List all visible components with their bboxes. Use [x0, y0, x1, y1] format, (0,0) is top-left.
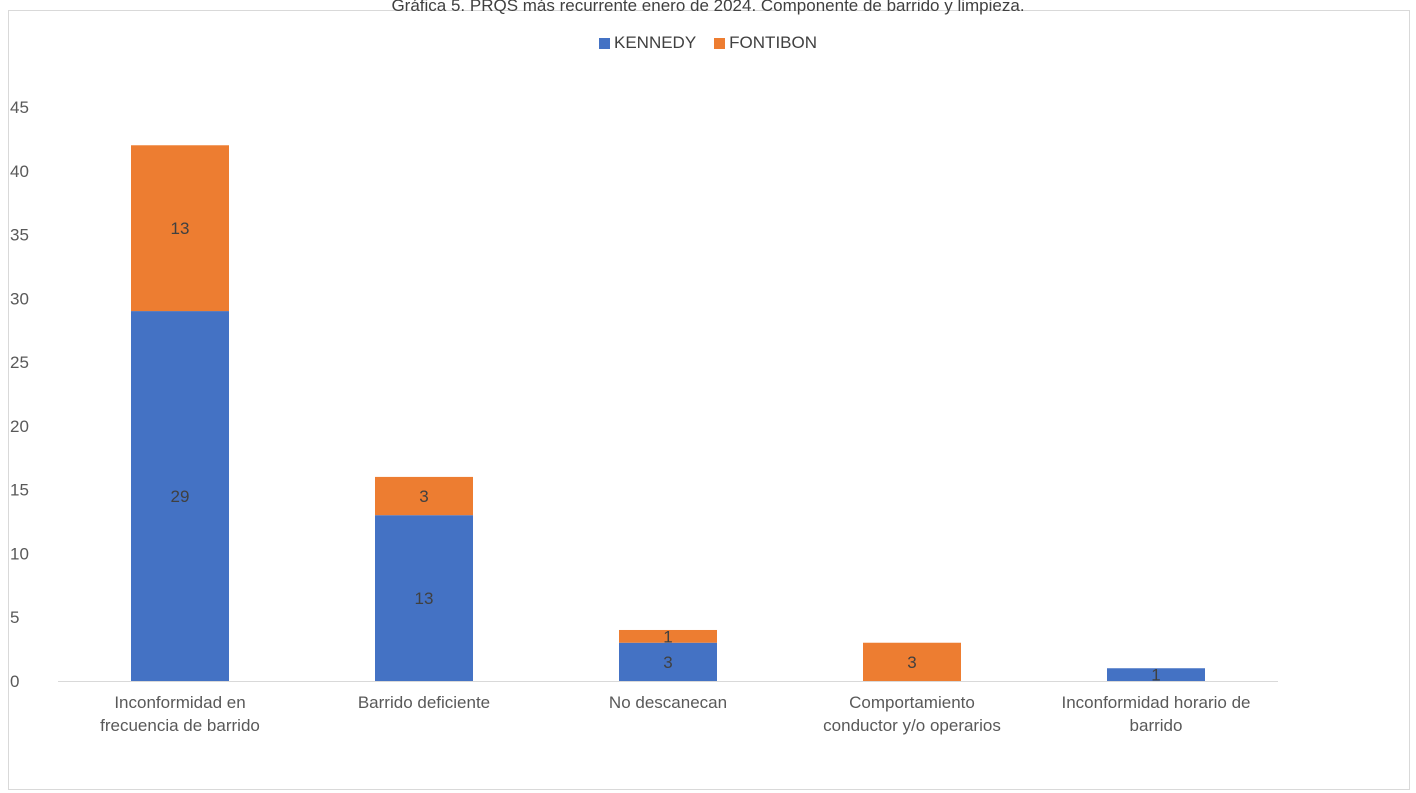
bar-fontibon: [863, 642, 961, 681]
data-label: 3: [663, 653, 672, 672]
x-tick-label: frecuencia de barrido: [100, 716, 260, 735]
y-tick-label: 0: [10, 672, 19, 691]
data-label: 1: [663, 627, 672, 646]
y-tick-label: 25: [10, 353, 29, 372]
x-tick-label: barrido: [1130, 716, 1183, 735]
data-label: 3: [907, 653, 916, 672]
x-tick-label: conductor y/o operarios: [823, 716, 1001, 735]
y-tick-label: 15: [10, 481, 29, 500]
legend-label: KENNEDY: [613, 33, 697, 52]
x-tick-label: Comportamiento: [849, 693, 975, 712]
y-tick-label: 20: [10, 417, 29, 436]
data-label: 3: [419, 487, 428, 506]
x-tick-label: Inconformidad horario de: [1061, 693, 1250, 712]
chart-title: Gráfica 5. PRQS más recurrente enero de …: [391, 0, 1025, 15]
bar-kennedy: [619, 642, 717, 681]
bar-kennedy: [131, 311, 229, 681]
data-label: 29: [171, 487, 190, 506]
legend-label: FONTIBON: [729, 33, 818, 52]
bar-fontibon: [619, 629, 717, 643]
y-tick-label: 35: [10, 226, 29, 245]
y-tick-label: 5: [10, 608, 19, 627]
data-label: 13: [415, 589, 434, 608]
data-label: 1: [1151, 666, 1160, 685]
legend-item-fontibon: FONTIBON: [714, 33, 817, 53]
data-label: 13: [171, 219, 190, 238]
legend: KENNEDY FONTIBON: [0, 33, 1416, 54]
legend-swatch: [598, 37, 610, 49]
legend-swatch: [714, 37, 726, 49]
bar-fontibon: [131, 145, 229, 312]
x-tick-label: Barrido deficiente: [358, 693, 490, 712]
bar-kennedy: [1107, 668, 1205, 681]
x-tick-label: Inconformidad en: [114, 693, 245, 712]
bar-kennedy: [375, 515, 473, 681]
y-tick-label: 40: [10, 162, 29, 181]
chart-frame: [8, 10, 1410, 790]
y-tick-label: 45: [10, 98, 29, 117]
legend-item-kennedy: KENNEDY: [598, 33, 697, 53]
bar-fontibon: [375, 476, 473, 516]
y-tick-label: 10: [10, 544, 29, 563]
y-tick-label: 30: [10, 289, 29, 308]
x-tick-label: No descanecan: [609, 693, 727, 712]
